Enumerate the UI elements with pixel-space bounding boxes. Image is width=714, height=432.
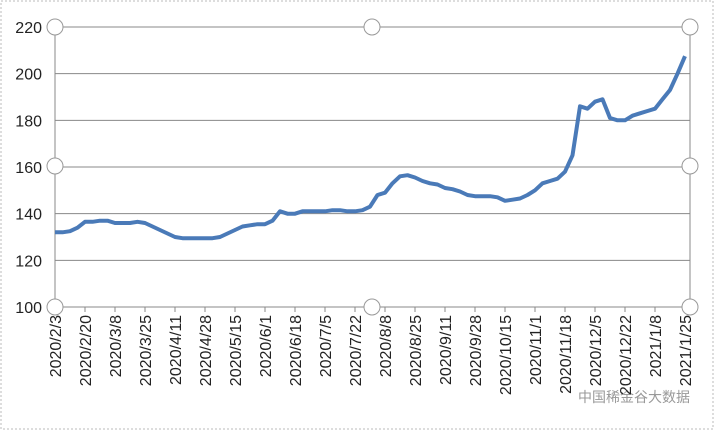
x-tick-label: 2020/2/20: [78, 315, 95, 386]
x-tick-label: 2021/1/25: [678, 315, 695, 386]
x-tick-label: 2020/7/5: [318, 315, 335, 377]
x-tick-label: 2020/7/22: [348, 315, 365, 386]
x-tick-label: 2020/8/25: [408, 315, 425, 386]
x-tick-label: 2020/11/18: [558, 315, 575, 394]
y-tick-label: 120: [15, 253, 42, 270]
x-tick-label: 2020/11/1: [528, 315, 545, 385]
selection-handle: [46, 157, 64, 175]
selection-handle: [363, 18, 381, 36]
x-tick-label: 2020/3/8: [108, 315, 125, 377]
y-tick-label: 200: [15, 67, 42, 84]
selection-handle: [681, 157, 699, 175]
y-tick-label: 140: [15, 207, 42, 224]
x-tick-label: 2020/6/18: [288, 315, 305, 386]
x-tick-label: 2020/12/5: [588, 315, 605, 386]
x-tick-label: 2020/9/28: [468, 315, 485, 386]
x-tick-label: 2020/12/22: [618, 315, 635, 395]
y-tick-label: 220: [15, 20, 42, 37]
x-tick-label: 2020/10/15: [498, 315, 515, 395]
selection-handle: [46, 18, 64, 36]
selection-handle: [681, 298, 699, 316]
x-tick-label: 2020/8/8: [378, 315, 395, 377]
watermark: 中国稀金谷大数据: [578, 389, 690, 405]
y-tick-label: 100: [15, 300, 42, 317]
selection-handle: [681, 18, 699, 36]
x-tick-label: 2020/4/28: [198, 315, 215, 386]
x-tick-label: 2020/2/3: [48, 315, 65, 377]
selection-handle: [363, 298, 381, 316]
x-tick-label: 2020/3/25: [138, 315, 155, 386]
y-tick-label: 160: [15, 160, 42, 177]
y-tick-label: 180: [15, 113, 42, 130]
x-tick-label: 2021/1/8: [648, 315, 665, 377]
x-tick-label: 2020/5/15: [228, 315, 245, 386]
x-tick-label: 2020/6/1: [258, 315, 275, 377]
data-line: [55, 55, 687, 241]
selection-handle: [46, 298, 64, 316]
x-tick-label: 2020/4/11: [168, 315, 185, 385]
x-tick-label: 2020/9/11: [438, 315, 455, 385]
